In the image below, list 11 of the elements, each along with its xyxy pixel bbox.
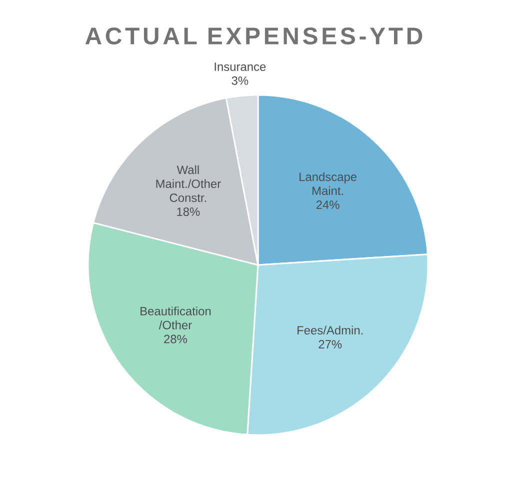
slice-label: Insurance <box>214 62 266 71</box>
data-label: 3% <box>232 76 248 85</box>
slice-label: Fees/Admin. <box>298 326 363 335</box>
slice-label: Beautification /Other <box>140 306 211 330</box>
slice-label: Landscape Maint. <box>300 172 357 196</box>
slice-label: Wall Maint./Other Constr. <box>156 165 221 202</box>
chart-title: ACTUAL EXPENSES-YTD <box>85 28 422 44</box>
data-label: 24% <box>316 200 340 209</box>
data-label: 18% <box>177 207 200 216</box>
data-label: 27% <box>318 340 342 348</box>
data-label: 28% <box>164 334 188 344</box>
